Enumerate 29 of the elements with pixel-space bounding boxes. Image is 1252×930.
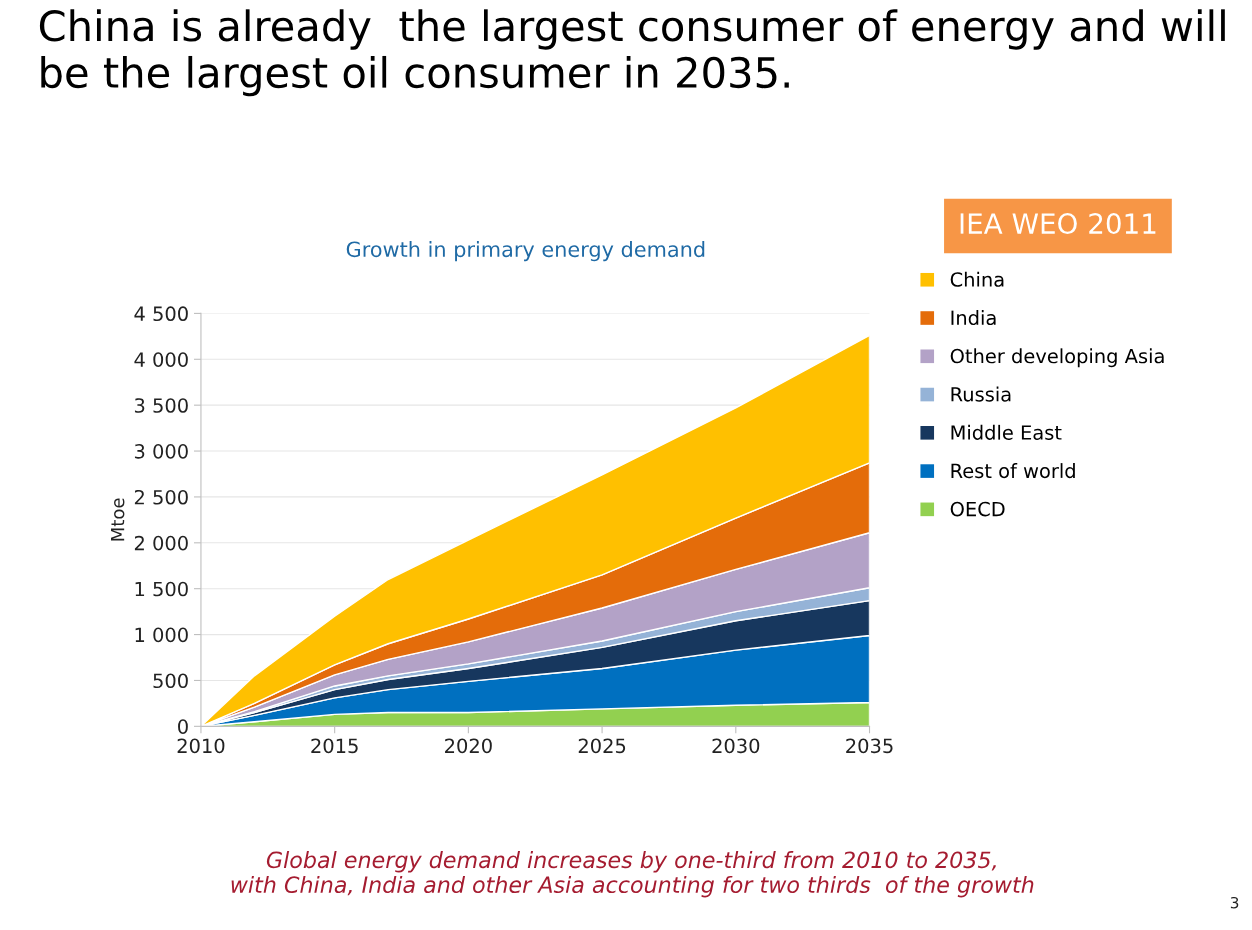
y-axis-title: Mtoe (111, 498, 125, 541)
chart-subtitle: Growth in primary energy demand (346, 241, 705, 262)
y-tick-label: 3 000 (134, 444, 188, 459)
legend-label: China (950, 271, 1004, 287)
y-tick-label: 500 (153, 673, 188, 689)
x-tick-label: 2025 (578, 738, 626, 754)
legend-label: Other developing Asia (950, 348, 1164, 368)
y-tick-label: 0 (178, 719, 188, 734)
legend-label: Rest of world (951, 463, 1075, 479)
x-tick-label: 2015 (311, 738, 358, 754)
x-tick-label: 2030 (712, 738, 760, 754)
y-tick-label: 2 500 (134, 489, 188, 505)
legend-label: Middle East (951, 424, 1062, 440)
x-tick-label: 2035 (846, 738, 893, 754)
y-tick-label: 3 500 (134, 398, 188, 413)
legend-label: OECD (950, 501, 1005, 517)
legend-label: India (951, 310, 996, 326)
y-tick-label: 1 000 (135, 627, 188, 643)
legend-label: Russia (951, 386, 1011, 402)
x-tick-label: 2020 (445, 738, 492, 754)
text: 3 (1230, 896, 1239, 909)
x-tick-label: 2010 (177, 738, 225, 754)
text: Global energy demand increases by one-third from 2010 to 2035, with China, India and other Asia accounting for two thirds of the growth (231, 851, 1034, 898)
y-tick-label: 4 500 (134, 306, 188, 322)
text: IEA WEO 2011 (960, 213, 1156, 235)
y-tick-label: 4 000 (134, 352, 188, 367)
chart-title: China is already the largest consumer of energy and will be the largest oil consumer in 2035. (39, 9, 1225, 97)
y-tick-label: 2 000 (134, 535, 188, 551)
y-tick-label: 1 500 (135, 581, 188, 597)
